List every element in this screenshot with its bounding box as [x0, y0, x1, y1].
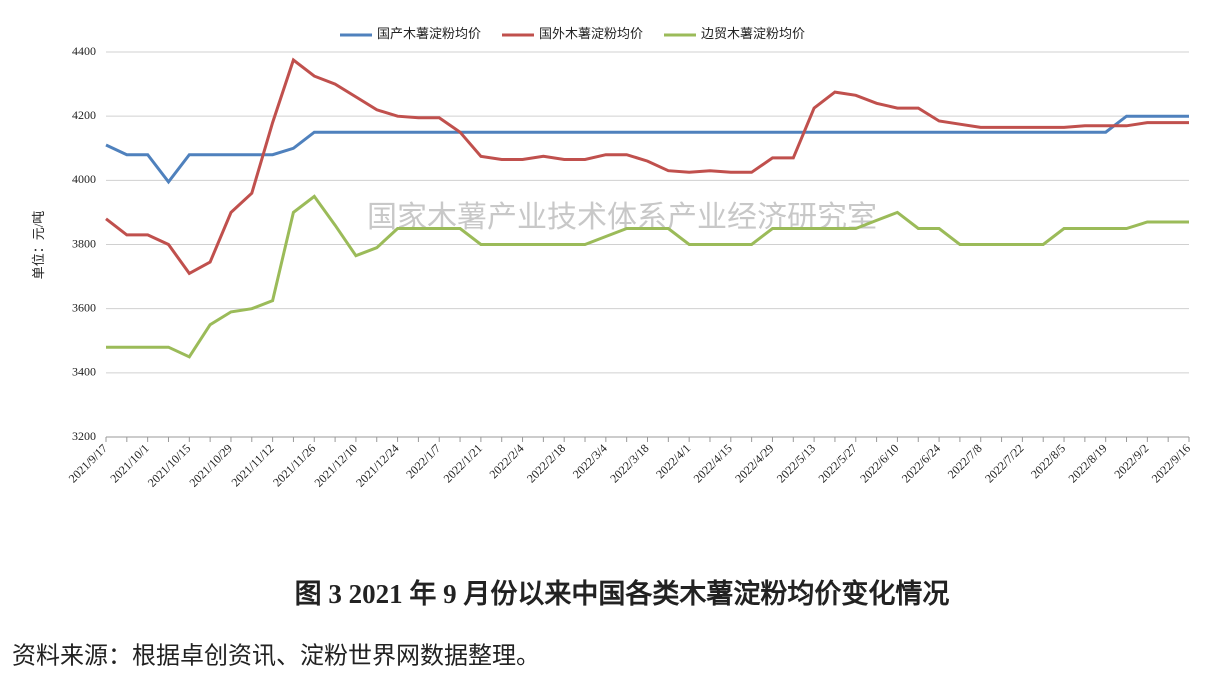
x-tick-label: 2021/10/29 [186, 441, 235, 490]
y-tick-label: 3600 [72, 300, 96, 314]
x-tick-label: 2022/4/29 [732, 441, 776, 485]
x-tick-label: 2022/5/13 [774, 441, 818, 485]
x-tick-label: 2022/2/4 [487, 441, 527, 481]
x-tick-label: 2022/4/15 [691, 441, 735, 485]
x-tick-label: 2021/10/15 [145, 441, 194, 490]
x-tick-label: 2022/7/8 [945, 441, 985, 481]
series-line [105, 57, 1189, 276]
x-tick-label: 2022/9/2 [1111, 441, 1151, 481]
series-line [105, 114, 1189, 185]
x-tick-label: 2022/4/1 [653, 441, 693, 481]
y-tick-label: 3400 [72, 365, 96, 379]
x-tick-label: 2022/5/27 [816, 441, 860, 485]
y-tick-label: 4200 [72, 108, 96, 122]
y-tick-label: 4000 [72, 172, 96, 186]
series-line [106, 194, 1189, 359]
x-tick-label: 2022/7/22 [982, 441, 1026, 485]
x-tick-label: 2022/9/16 [1149, 441, 1193, 485]
x-tick-label: 2022/1/7 [403, 441, 443, 481]
y-tick-label: 3200 [72, 429, 96, 443]
x-tick-label: 2022/8/5 [1028, 441, 1068, 481]
x-tick-label: 2022/1/21 [441, 441, 485, 485]
x-tick-label: 2022/8/19 [1065, 441, 1109, 485]
figure-caption: 图 3 2021 年 9 月份以来中国各类木薯淀粉均价变化情况 [295, 578, 950, 609]
x-tick-label: 2021/11/12 [228, 441, 276, 489]
x-tick-label: 2021/11/26 [270, 441, 318, 489]
x-tick-label: 2022/6/24 [899, 441, 943, 485]
x-tick-label: 2021/9/17 [66, 441, 110, 485]
legend-label: 国外木薯淀粉均价 [539, 26, 643, 41]
x-tick-label: 2021/12/24 [353, 441, 402, 490]
y-tick-label: 3800 [72, 236, 96, 250]
x-tick-label: 2022/2/18 [524, 441, 568, 485]
x-tick-label: 2022/3/4 [570, 441, 610, 481]
x-tick-label: 2021/12/10 [311, 441, 360, 490]
y-tick-label: 4400 [72, 44, 96, 58]
x-tick-label: 2022/3/18 [607, 441, 651, 485]
y-axis-label: 单位：元/吨 [31, 211, 46, 280]
x-tick-label: 2022/6/10 [857, 441, 901, 485]
source-note: 资料来源：根据卓创资讯、淀粉世界网数据整理。 [12, 643, 540, 670]
legend-label: 国产木薯淀粉均价 [377, 26, 481, 41]
legend-label: 边贸木薯淀粉均价 [701, 26, 805, 41]
